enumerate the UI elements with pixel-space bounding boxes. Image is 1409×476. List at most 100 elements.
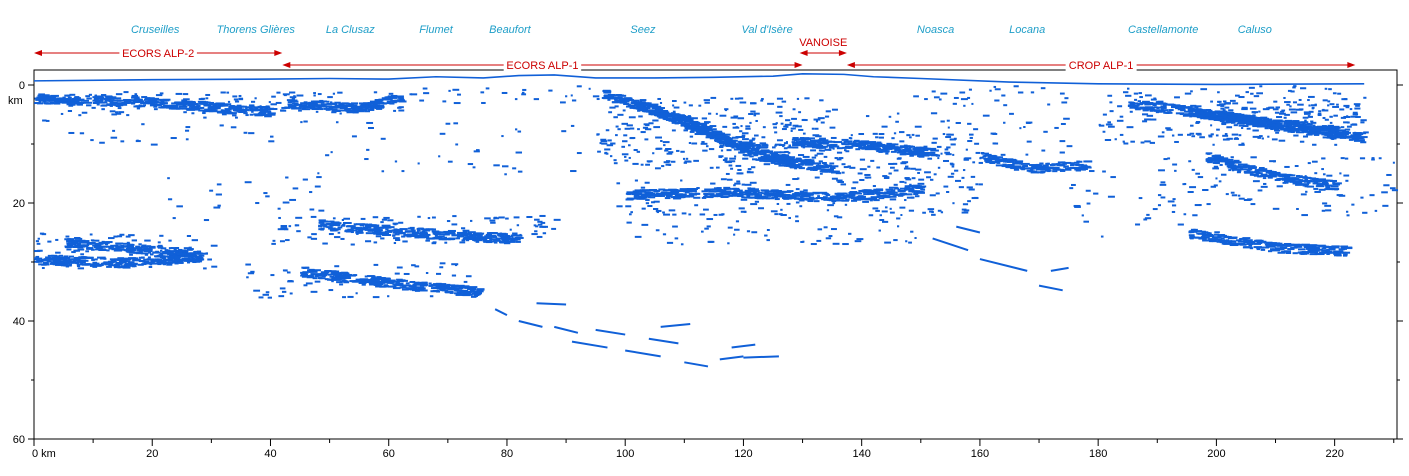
reflector-dash: [884, 241, 892, 244]
reflector-dash: [40, 98, 47, 101]
reflector-dash: [309, 208, 315, 211]
reflector-dash: [1140, 141, 1145, 144]
reflector-dash: [134, 93, 138, 96]
reflector-dash: [832, 242, 840, 245]
reflector-dash: [447, 229, 456, 232]
reflector-dash: [110, 244, 115, 247]
reflector-dash: [897, 190, 906, 193]
reflector-dash: [1070, 183, 1076, 186]
reflector-dash: [810, 243, 817, 246]
reflector-dash: [343, 281, 350, 284]
reflector-dash: [150, 260, 156, 263]
reflector-dash: [1283, 96, 1286, 99]
reflector-dash: [856, 238, 864, 241]
reflector-dash: [968, 188, 975, 191]
reflector-dash: [34, 97, 41, 100]
reflector-dash: [903, 167, 911, 170]
reflector-dash: [121, 102, 130, 105]
reflector-dash: [331, 278, 341, 281]
reflector-dash: [666, 241, 674, 244]
reflector-dash: [827, 140, 832, 143]
reflector-dash: [174, 262, 179, 265]
reflector-dash: [438, 155, 441, 158]
reflector-dash: [41, 267, 45, 270]
reflector-dash: [671, 129, 676, 132]
reflector-dash: [940, 120, 945, 123]
reflector-dash: [1267, 118, 1273, 121]
reflector-dash: [1351, 203, 1355, 206]
reflector-dash: [413, 232, 421, 235]
reflector-dash: [1304, 119, 1307, 122]
reflector-dash: [757, 191, 763, 194]
reflector-dash: [74, 237, 83, 240]
reflector-dash: [763, 163, 771, 166]
reflector-dash: [72, 246, 80, 249]
reflector-dash: [917, 191, 925, 194]
reflector-dash: [367, 102, 373, 105]
reflector-dash: [293, 95, 296, 98]
reflector-dash: [867, 141, 877, 144]
reflector-dash: [243, 131, 248, 134]
reflector-dash: [1142, 100, 1150, 103]
reflector-dash: [824, 148, 832, 151]
reflector-dash: [642, 108, 648, 111]
reflector-dash: [446, 283, 451, 286]
reflector-dash: [47, 258, 56, 261]
reflector-dash: [642, 189, 650, 192]
reflector-dash: [1308, 110, 1314, 113]
reflector-dash: [722, 159, 728, 162]
reflector-dash: [830, 165, 839, 168]
reflector-dash: [157, 241, 161, 244]
reflector-dash: [405, 287, 414, 290]
reflector-dash: [301, 273, 307, 276]
reflector-dash: [1312, 143, 1317, 146]
reflector-dash: [226, 91, 230, 94]
reflector-dash: [365, 280, 374, 283]
reflector-dash: [842, 192, 848, 195]
reflector-dash: [774, 131, 778, 134]
reflector-dash: [167, 177, 170, 180]
reflector-dash: [270, 103, 277, 106]
reflector-dash: [1183, 182, 1187, 185]
reflector-dash: [444, 291, 449, 294]
reflector-dash: [294, 103, 299, 106]
reflector-dash: [295, 224, 300, 227]
reflector-dash: [735, 220, 740, 223]
reflector-dash: [680, 150, 685, 153]
reflector-dash: [453, 102, 461, 105]
reflector-dash: [1003, 121, 1006, 124]
reflector-dash: [676, 149, 680, 152]
reflector-dash: [821, 161, 827, 164]
reflector-dash: [167, 253, 174, 256]
reflector-dash: [761, 144, 769, 147]
reflector-dash: [433, 233, 440, 236]
reflector-dash: [322, 274, 328, 277]
reflector-dash: [334, 101, 341, 104]
reflector-dash: [300, 271, 304, 274]
reflector-dash: [1009, 112, 1014, 115]
reflector-dash: [56, 263, 61, 266]
reflector-dash: [327, 273, 332, 276]
reflector-dash: [1125, 94, 1132, 97]
reflector-dash: [91, 106, 96, 109]
reflector-dash: [85, 250, 90, 253]
reflector-dash: [753, 114, 757, 117]
reflector-dash: [113, 266, 119, 269]
reflector-dash: [403, 233, 411, 236]
reflector-dash: [115, 242, 124, 245]
reflector-dash: [341, 104, 350, 107]
reflector-dash: [792, 142, 798, 145]
reflector-dash: [810, 143, 816, 146]
reflector-dash: [318, 209, 325, 212]
reflector-dash: [879, 214, 882, 217]
reflector-dash: [162, 250, 170, 253]
reflector-dash: [809, 139, 817, 142]
reflector-dash: [730, 145, 736, 148]
reflector-dash: [838, 157, 844, 160]
y-tick-label: 60: [13, 434, 25, 446]
reflector-dash: [949, 138, 956, 141]
reflector-dash: [647, 160, 651, 163]
reflector-dash: [691, 117, 698, 120]
reflector-dash: [501, 135, 504, 138]
reflector-dash: [364, 223, 373, 226]
